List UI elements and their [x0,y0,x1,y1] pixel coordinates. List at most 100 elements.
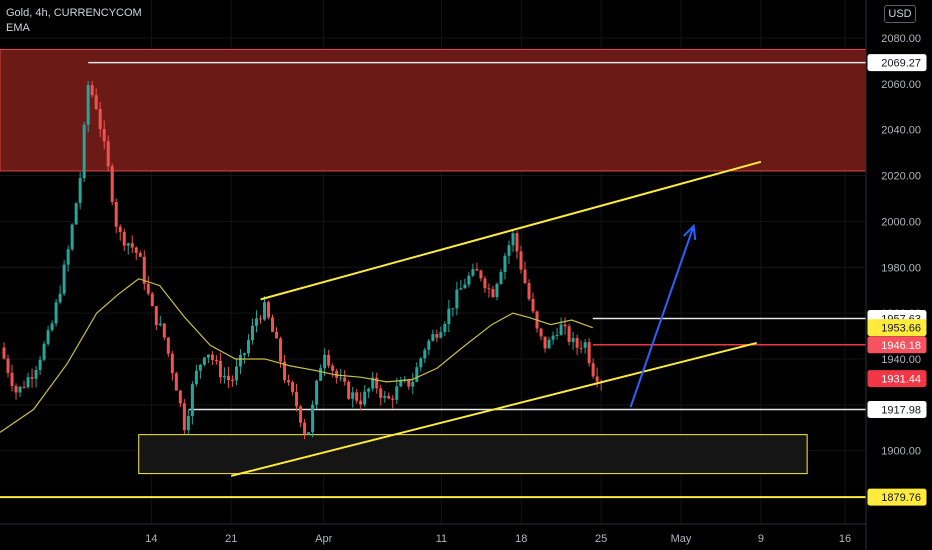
candle-body [194,370,198,385]
candle-body [182,403,186,431]
candle-body [383,395,387,398]
candle-body [82,124,86,179]
candle-body [275,331,279,339]
candle-body [463,284,467,289]
candle-body [547,339,551,349]
candle-body [395,386,399,400]
y-tick-label: 2060.00 [881,79,921,91]
candle-body [50,323,54,331]
candle-body [94,95,98,110]
candle-body [427,340,431,350]
candle-body [343,377,347,382]
candle-body [150,293,154,307]
support-zone[interactable] [138,434,808,475]
price-labels: 2069.271957.631953.661946.181931.441917.… [867,54,927,506]
candle-body [30,377,34,379]
candle-body [303,422,307,435]
candle-body [166,337,170,354]
y-tick-label: 2000.00 [881,216,921,228]
candle-body [579,347,583,349]
candle-body [186,416,190,431]
x-tick-label: 14 [145,533,157,545]
candle-body [279,338,283,362]
candle-body [447,308,451,324]
candle-body [431,334,435,341]
candle-body [122,231,126,246]
candle-body [487,288,491,290]
candle-body [563,324,567,327]
candle-body [331,365,335,371]
price-label-box [867,319,927,337]
price-label: 1953.66 [881,323,921,335]
candle-body [471,269,475,276]
candle-body [254,318,258,326]
x-tick-label: 18 [515,533,527,545]
lower-channel-line[interactable] [230,341,757,477]
time-axis[interactable]: 14 21 Apr 11 18 25 May 9 16 [0,523,866,545]
candle-body [327,354,331,366]
candle-body [479,270,483,279]
x-tick-label: 16 [839,533,851,545]
candle-body [443,323,447,333]
price-label-box [867,400,927,418]
projection-arrow[interactable] [629,223,697,408]
candle-body [347,381,351,399]
candle-body [170,353,174,374]
candle-body [575,338,579,348]
zones[interactable] [0,48,867,475]
candle-body [407,379,411,387]
candle-body [10,372,14,387]
ema-line [0,278,593,433]
candle-body [499,271,503,284]
candle-body [419,358,423,368]
candle-body [359,400,363,405]
candle-body [571,338,575,342]
candle-body [287,380,291,383]
candle-body [363,391,367,405]
candle-body [423,349,427,359]
candle-body [102,129,106,142]
candle-body [435,334,439,338]
candle-body [283,361,287,381]
candle-body [267,302,271,318]
candle-body [70,224,74,250]
candle-body [210,354,214,361]
candle-body [178,390,182,404]
candle-body [54,302,58,324]
candle-body [114,201,118,227]
candle-body [242,353,246,355]
price-label: 1879.76 [881,492,921,504]
candle-body [315,380,319,405]
candle-body [14,386,18,393]
candle-body [238,354,242,367]
resistance-zone[interactable] [0,48,867,172]
candle-body [323,354,327,369]
chart-title: Gold, 4h, CURRENCYCOM [6,7,142,19]
candle-body [335,370,339,378]
candle-body [351,392,355,399]
candle-body [387,395,391,399]
y-tick-label: 2080.00 [881,33,921,45]
candle-body [230,379,234,381]
x-tick-label: 9 [758,533,764,545]
candle-body [38,359,42,371]
price-label: 1946.18 [881,340,921,352]
candle-body [391,398,395,400]
candle-body [399,380,403,387]
candle-body [483,278,487,289]
arrow-head [683,223,697,241]
candle-body [214,360,218,362]
candle-body [90,85,94,96]
currency-button[interactable]: USD [884,5,916,23]
trend-lines[interactable] [230,160,762,477]
candle-body [375,377,379,389]
ema-indicator-label[interactable]: EMA [6,22,30,34]
candle-body [543,336,547,349]
upper-channel-line[interactable] [260,160,762,301]
candle-body [118,226,122,232]
arrow-shaft[interactable] [629,225,695,408]
candle-body [198,364,202,371]
candle-body [559,324,563,335]
candle-body [583,342,587,348]
